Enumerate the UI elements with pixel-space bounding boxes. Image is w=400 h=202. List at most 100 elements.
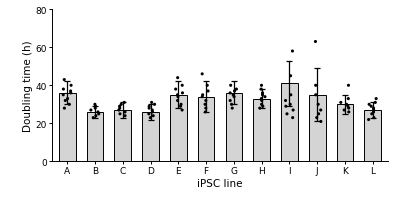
Point — [92, 103, 98, 106]
Point — [227, 99, 233, 103]
Point — [370, 107, 377, 110]
Point — [230, 94, 236, 97]
Bar — [198, 97, 214, 162]
Point — [118, 103, 124, 106]
Point — [287, 75, 294, 78]
Point — [372, 101, 378, 104]
Point — [283, 105, 289, 108]
Point — [288, 94, 294, 97]
Point — [151, 103, 158, 106]
Y-axis label: Doubling time (h): Doubling time (h) — [23, 40, 33, 132]
Point — [368, 105, 374, 108]
Point — [315, 103, 321, 106]
Point — [203, 99, 209, 103]
Point — [205, 90, 211, 93]
Point — [371, 116, 377, 120]
Point — [282, 99, 289, 103]
Point — [96, 113, 102, 116]
Point — [258, 103, 265, 106]
Point — [146, 107, 152, 110]
Point — [258, 88, 264, 91]
Point — [92, 105, 99, 108]
Point — [368, 113, 375, 116]
Point — [116, 105, 123, 108]
Point — [121, 101, 128, 104]
Point — [122, 115, 128, 118]
Point — [312, 84, 319, 87]
Point — [345, 105, 351, 108]
Bar — [226, 93, 242, 162]
Point — [345, 98, 352, 101]
Point — [346, 111, 352, 114]
Point — [259, 92, 266, 95]
Point — [231, 90, 238, 93]
Point — [177, 105, 184, 108]
Point — [88, 109, 94, 112]
Point — [228, 103, 235, 106]
Point — [200, 94, 206, 97]
Point — [178, 103, 184, 106]
Point — [204, 84, 210, 87]
Bar — [170, 95, 187, 162]
Point — [314, 116, 320, 120]
Point — [262, 96, 268, 99]
X-axis label: iPSC line: iPSC line — [197, 178, 243, 188]
Point — [366, 118, 372, 122]
Point — [284, 113, 290, 116]
Point — [370, 111, 377, 114]
Point — [117, 113, 123, 116]
Point — [312, 94, 319, 97]
Point — [366, 103, 372, 106]
Bar — [281, 84, 298, 162]
Bar — [114, 110, 131, 162]
Point — [149, 111, 156, 114]
Point — [258, 99, 265, 103]
Bar — [337, 105, 353, 162]
Point — [179, 84, 186, 87]
Point — [373, 98, 379, 101]
Point — [122, 111, 128, 114]
Point — [95, 111, 101, 114]
Point — [64, 98, 71, 101]
Point — [68, 84, 74, 87]
Point — [258, 84, 265, 87]
Point — [318, 120, 324, 123]
Point — [316, 113, 322, 116]
Point — [61, 79, 68, 82]
Point — [150, 115, 156, 118]
Point — [174, 94, 181, 97]
Point — [318, 109, 324, 112]
Point — [179, 109, 185, 112]
Point — [259, 94, 266, 97]
Bar — [364, 110, 381, 162]
Bar — [253, 99, 270, 162]
Point — [289, 50, 296, 53]
Point — [258, 98, 264, 101]
Bar — [87, 112, 103, 162]
Point — [228, 84, 234, 87]
Point — [146, 105, 152, 108]
Point — [203, 107, 209, 110]
Point — [260, 105, 266, 108]
Point — [174, 99, 181, 103]
Point — [338, 101, 344, 104]
Point — [345, 84, 352, 87]
Point — [147, 116, 154, 120]
Point — [346, 107, 352, 110]
Point — [149, 109, 156, 112]
Point — [199, 96, 206, 99]
Point — [229, 107, 236, 110]
Point — [146, 113, 152, 116]
Point — [202, 111, 209, 114]
Point — [256, 107, 263, 110]
Point — [343, 103, 350, 106]
Point — [287, 103, 294, 106]
Point — [202, 103, 208, 106]
Bar — [142, 112, 159, 162]
Point — [116, 107, 123, 110]
Point — [68, 90, 74, 93]
Point — [290, 116, 296, 120]
Point — [68, 92, 74, 95]
Point — [148, 101, 155, 104]
Point — [179, 92, 186, 95]
